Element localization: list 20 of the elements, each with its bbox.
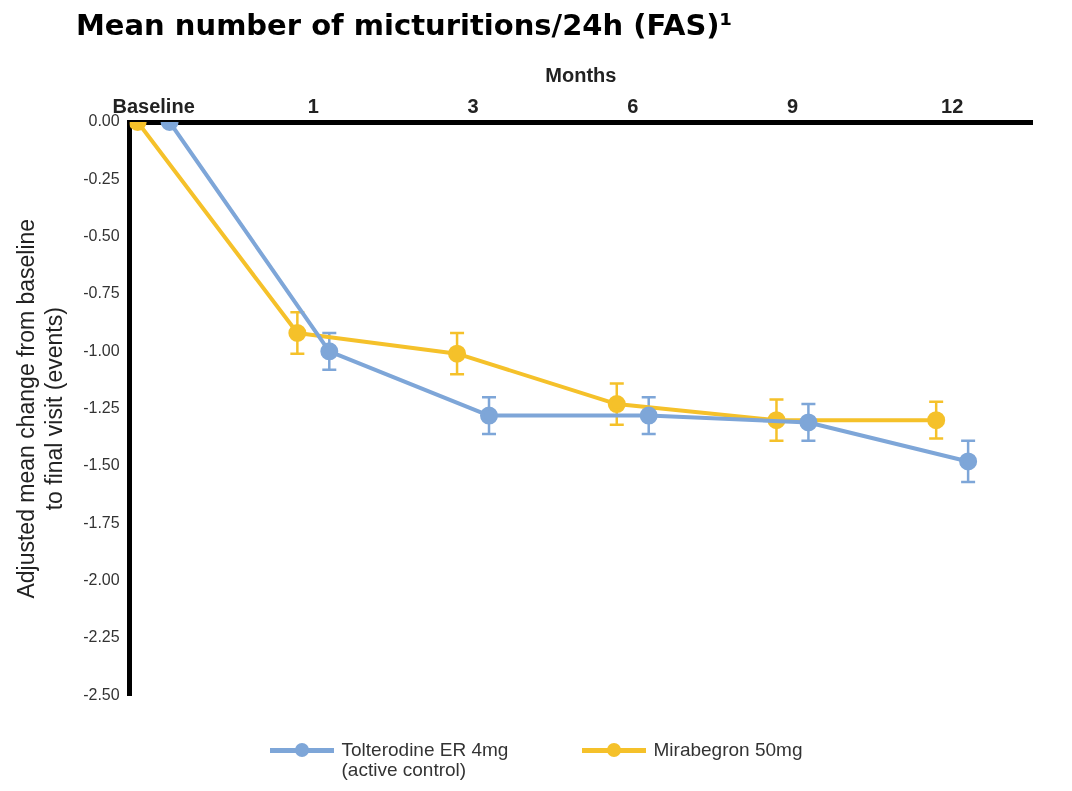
x-tick-label: 1: [307, 94, 319, 117]
y-tick-label: -0.75: [83, 284, 120, 302]
y-tick-label: -2.25: [83, 628, 120, 646]
x-tick-label: 6: [627, 94, 639, 117]
y-tick-label: -1.75: [83, 513, 120, 531]
y-tick-label: -2.00: [83, 571, 120, 589]
x-tick-label: 9: [786, 94, 799, 117]
y-tick-label: -0.50: [83, 227, 120, 245]
y-tick-label: -0.25: [83, 169, 120, 187]
y-tick-label: -1.50: [83, 456, 120, 474]
legend-label: Mirabegron 50mg: [653, 739, 803, 760]
x-axis-title: Months: [545, 63, 617, 86]
x-tick-label: 3: [467, 94, 479, 117]
y-axis-title: Adjusted mean change from baseline to final visit (events): [13, 218, 67, 599]
y-tick-label: -1.00: [83, 341, 120, 359]
chart-title: Mean number of micturitions/24h (FAS)¹: [76, 8, 733, 42]
legend-label: Tolterodine ER 4mg (active control): [341, 739, 510, 780]
x-tick-label: 12: [941, 94, 964, 117]
y-tick-label: -1.25: [83, 399, 120, 417]
y-tick-label: -2.50: [83, 685, 120, 703]
